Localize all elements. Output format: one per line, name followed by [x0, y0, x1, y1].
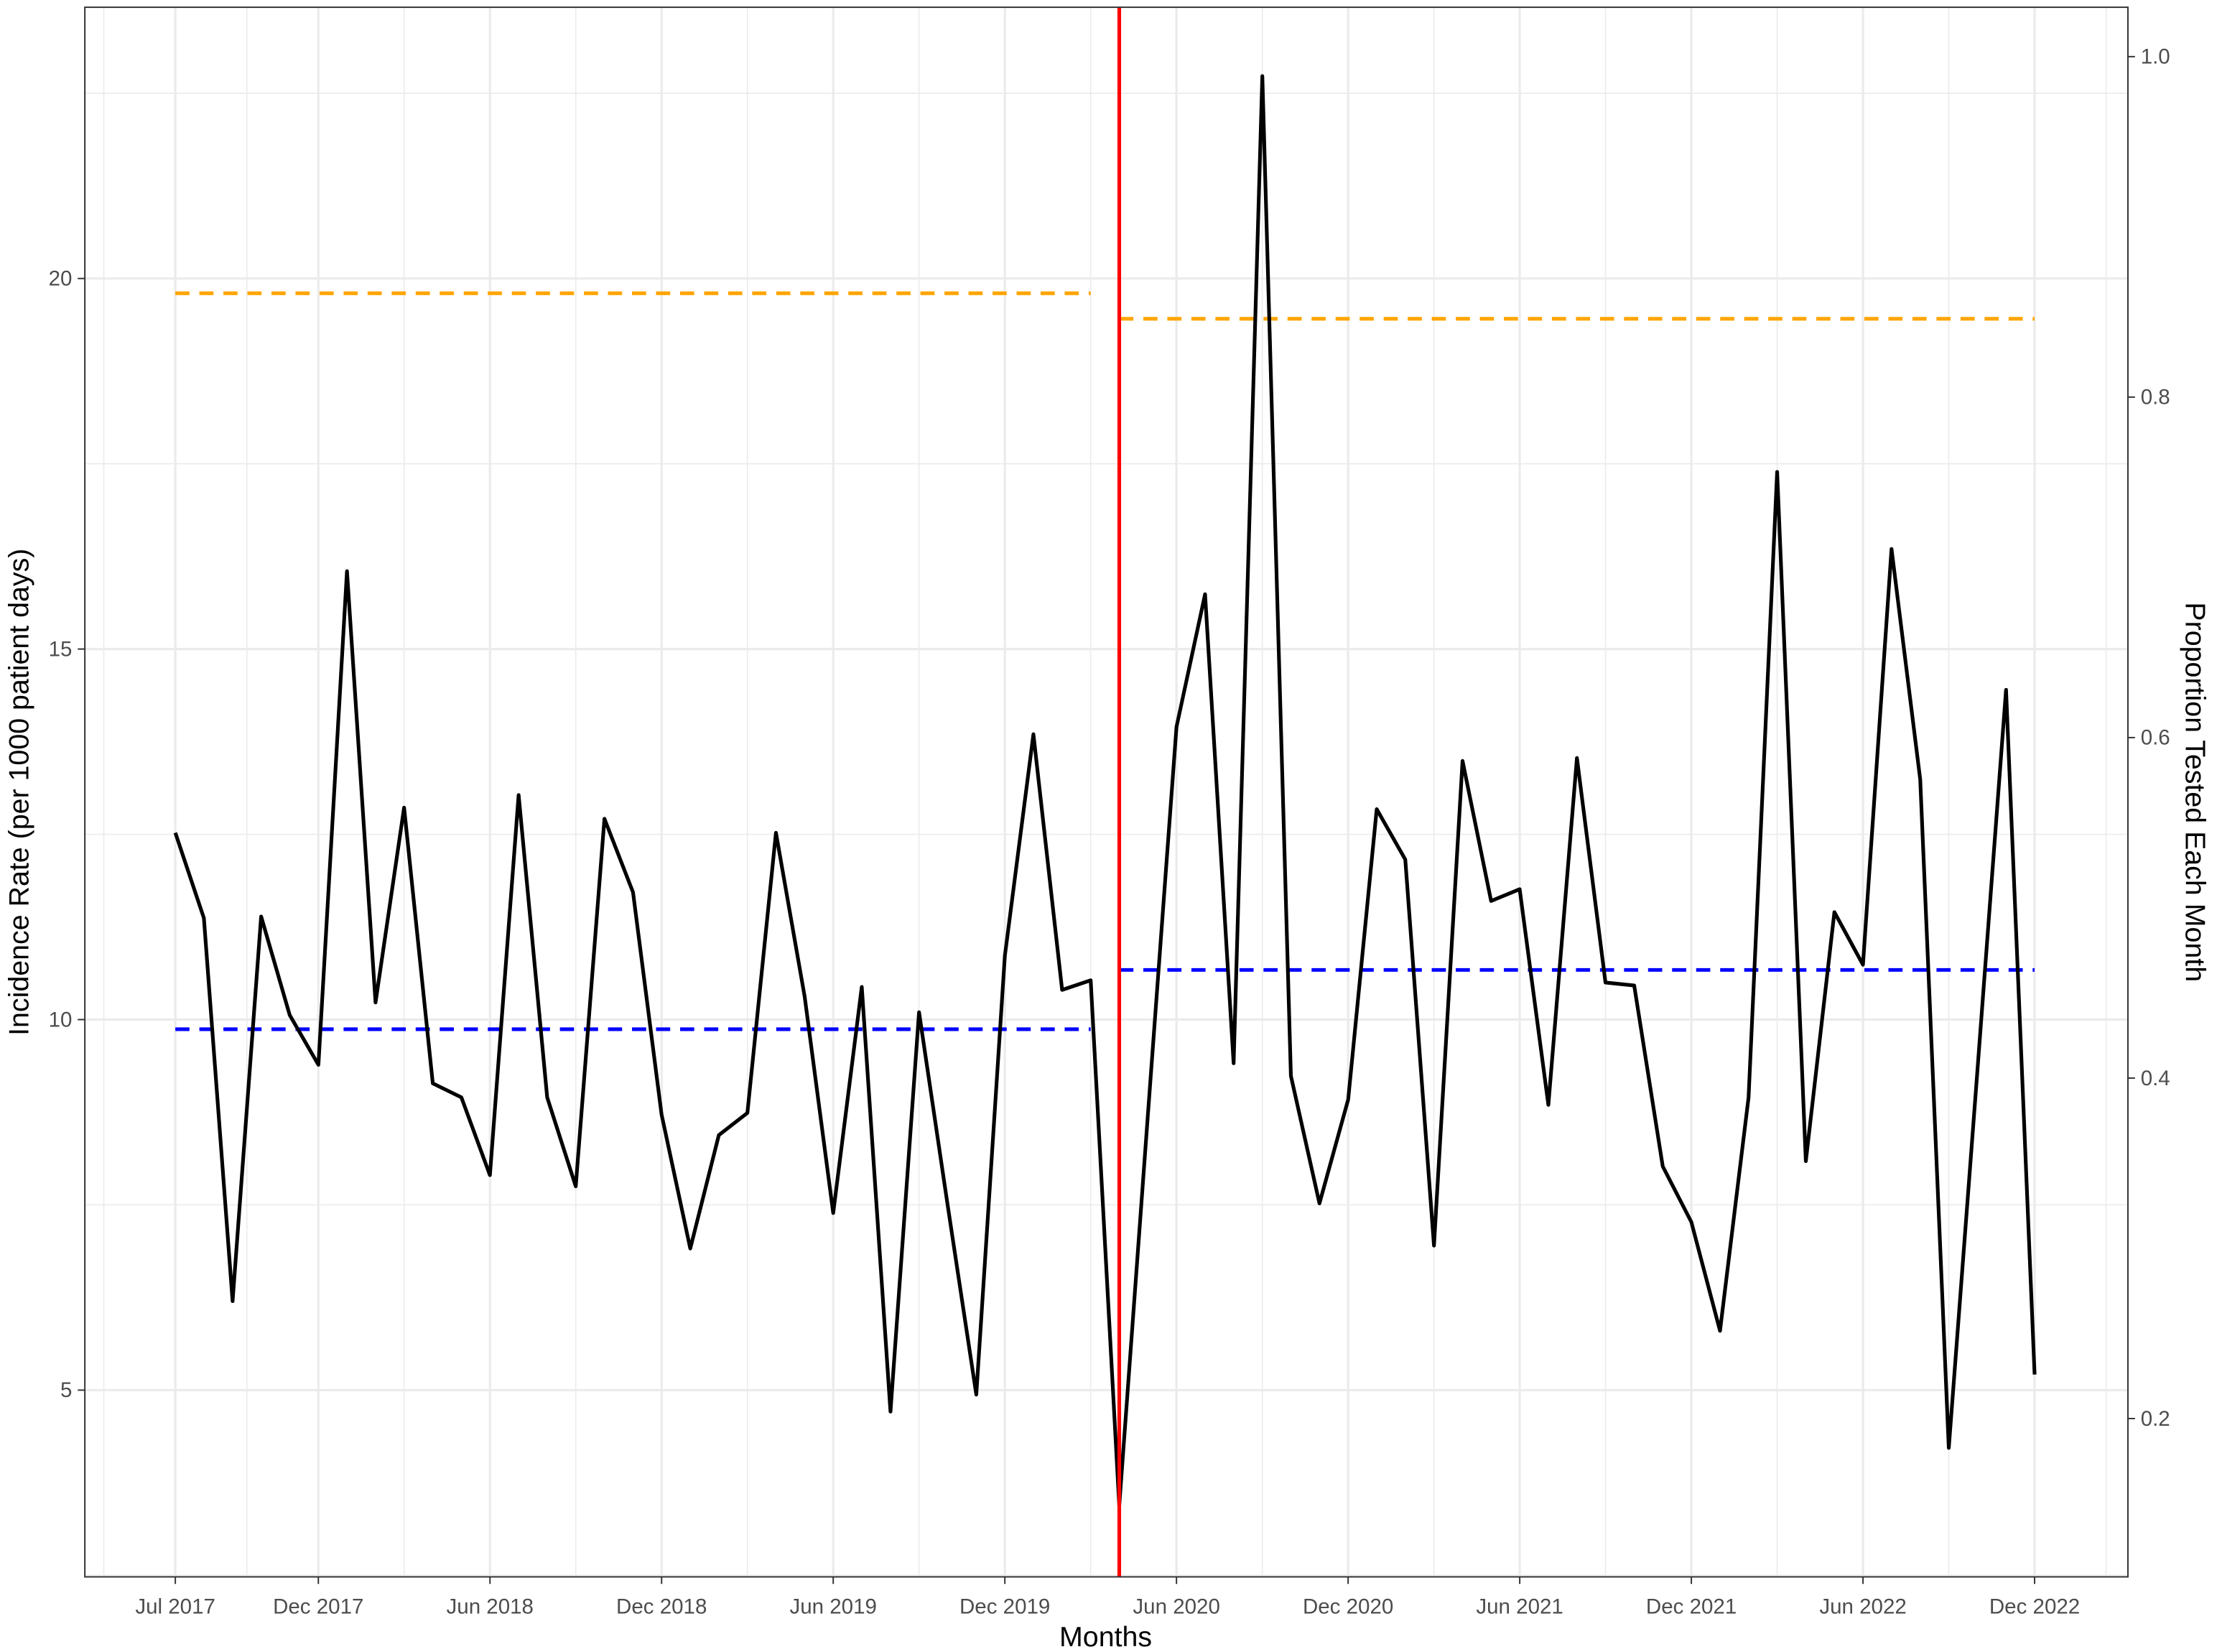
x-tick-label: Dec 2019 [959, 1595, 1050, 1619]
x-tick-label: Dec 2017 [273, 1595, 363, 1619]
y-right-tick-label: 0.6 [2141, 726, 2170, 750]
grid [85, 7, 2128, 1577]
y-axis-title-right: Proportion Tested Each Month [2180, 602, 2211, 982]
x-tick-label: Dec 2018 [616, 1595, 707, 1619]
plot-panel-border [84, 6, 2129, 1578]
y-tick-label: 15 [49, 637, 73, 661]
y-axis-right: 0.2 0.4 0.6 0.8 1.0 [2127, 45, 2170, 1431]
y-tick-label: 20 [49, 267, 73, 291]
x-tick-label: Jun 2020 [1133, 1595, 1219, 1619]
x-tick-label: Jun 2018 [447, 1595, 534, 1619]
x-tick-label: Dec 2021 [1646, 1595, 1737, 1619]
x-tick-label: Jul 2017 [135, 1595, 215, 1619]
x-axis: Jul 2017 Dec 2017 Jun 2018 Dec 2018 Jun 2019… [135, 1577, 2080, 1619]
x-axis-title: Months [1059, 1621, 1152, 1652]
x-tick-label: Jun 2019 [789, 1595, 876, 1619]
y-right-tick-label: 0.2 [2141, 1407, 2170, 1431]
y-axis-title-left: Incidence Rate (per 1000 patient days) [3, 549, 34, 1036]
incidence-rate-line [173, 74, 2037, 1508]
reference-lines [175, 291, 2035, 1031]
x-tick-label: Dec 2022 [1989, 1595, 2080, 1619]
y-tick-label: 5 [60, 1378, 72, 1402]
y-right-tick-label: 1.0 [2141, 45, 2170, 69]
x-tick-label: Dec 2020 [1303, 1595, 1393, 1619]
y-right-tick-label: 0.8 [2141, 386, 2170, 409]
x-tick-label: Jun 2022 [1819, 1595, 1906, 1619]
x-tick-label: Jun 2021 [1476, 1595, 1563, 1619]
series [173, 7, 2037, 1577]
y-right-tick-label: 0.4 [2141, 1067, 2170, 1090]
y-tick-label: 10 [49, 1008, 73, 1031]
y-axis-left: 5 10 15 20 [49, 267, 85, 1402]
